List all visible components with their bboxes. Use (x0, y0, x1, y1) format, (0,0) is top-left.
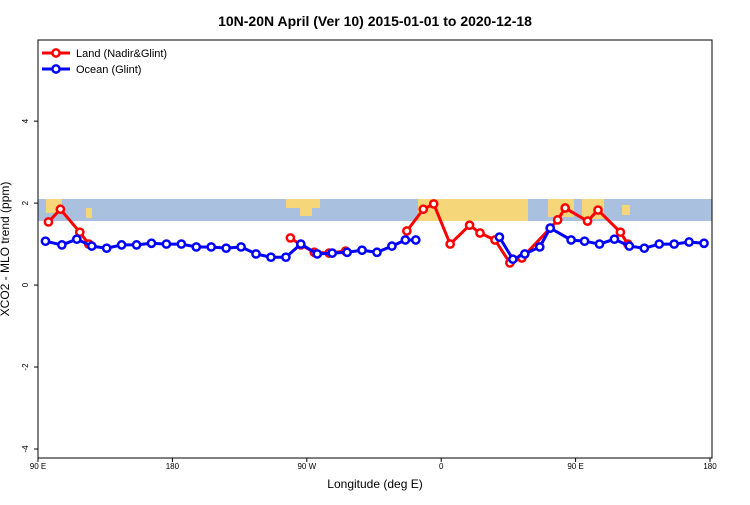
legend-label: Ocean (Glint) (76, 64, 141, 76)
y-tick-label: 0 (21, 282, 30, 287)
data-point (295, 239, 306, 249)
data-point (146, 238, 157, 249)
data-point (281, 252, 291, 263)
data-point (266, 252, 276, 263)
data-point (519, 249, 530, 259)
data-point (402, 226, 412, 236)
x-tick-label: 90 E (30, 462, 46, 471)
data-point (43, 217, 54, 227)
data-point (400, 235, 411, 245)
data-point (654, 239, 665, 249)
data-point (593, 205, 603, 215)
plot-frame (37, 39, 713, 459)
data-point (71, 234, 82, 245)
data-point (445, 239, 456, 249)
data-point (684, 237, 694, 247)
data-point (615, 227, 626, 238)
data-point (545, 223, 556, 233)
data-point (221, 243, 232, 254)
chart-title: 10N-20N April (Ver 10) 2015-01-01 to 202… (218, 13, 532, 29)
legend-label: Land (Nadir&Glint) (76, 48, 167, 60)
data-point (57, 240, 67, 250)
data-point (236, 242, 246, 252)
x-tick-label: 0 (439, 462, 444, 471)
data-point (191, 242, 202, 252)
y-tick-label: -2 (21, 363, 30, 371)
data-point (176, 239, 187, 249)
data-point (342, 247, 352, 258)
data-point (624, 241, 635, 251)
data-point (534, 242, 545, 252)
x-axis-label: Longitude (deg E) (327, 477, 422, 491)
data-point (131, 240, 142, 250)
data-point (86, 241, 97, 251)
data-point (161, 239, 172, 249)
data-point (639, 243, 650, 254)
data-point (55, 204, 66, 215)
legend-marker (51, 48, 61, 58)
data-point (372, 247, 382, 258)
data-point (312, 249, 323, 259)
x-tick-label: 90 W (297, 462, 316, 471)
data-point (669, 239, 680, 249)
data-point (579, 236, 590, 247)
data-point (475, 228, 485, 238)
legend-marker (51, 64, 61, 74)
data-point (699, 238, 709, 249)
data-point (494, 232, 505, 242)
data-point (566, 235, 576, 245)
data-point (387, 241, 397, 251)
data-point (464, 220, 475, 231)
data-point (582, 216, 593, 226)
x-tick-label: 90 E (567, 462, 583, 471)
y-axis-label: XCO2 - MLO trend (ppm) (0, 182, 12, 317)
data-point (285, 233, 296, 243)
data-point (508, 254, 518, 265)
data-point (357, 245, 367, 256)
data-point (40, 236, 51, 247)
x-tick-label: 180 (703, 462, 717, 471)
map-band (38, 199, 712, 221)
data-point (101, 243, 112, 254)
data-point (560, 203, 570, 213)
y-tick-label: 2 (21, 200, 30, 205)
data-point (552, 215, 563, 225)
data-point (116, 240, 127, 250)
y-tick-label: 4 (21, 118, 30, 123)
data-point (206, 242, 217, 252)
y-tick-label: -4 (21, 445, 30, 453)
data-point (418, 204, 429, 215)
data-point (428, 199, 439, 209)
data-point (609, 234, 620, 245)
x-tick-label: 180 (166, 462, 180, 471)
data-point (327, 248, 338, 258)
data-point (410, 235, 421, 245)
data-point (251, 249, 261, 259)
data-point (594, 239, 605, 249)
